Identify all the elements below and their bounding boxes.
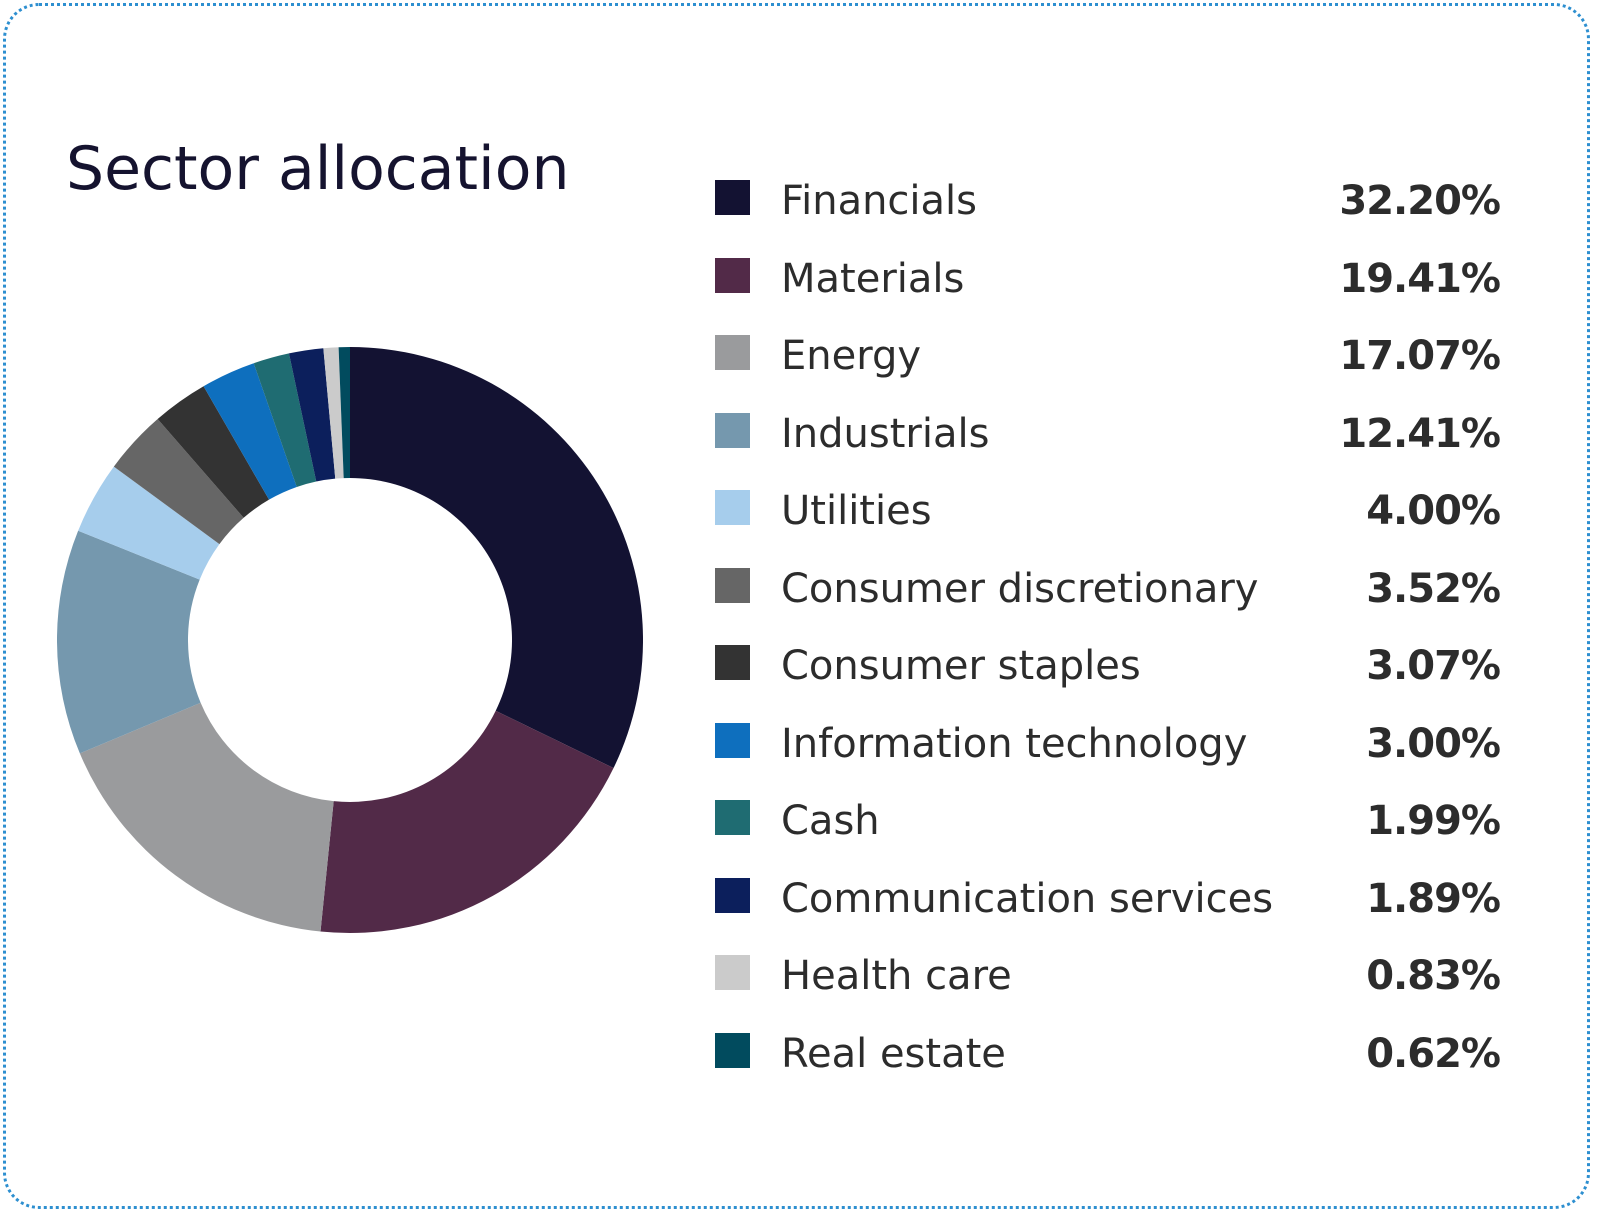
legend-value: 0.83%: [1366, 953, 1501, 999]
legend-value: 17.07%: [1339, 333, 1501, 379]
donut-slice: [78, 466, 220, 580]
donut-slice: [157, 386, 270, 518]
legend-swatch: [715, 567, 750, 603]
legend-value: 19.41%: [1339, 255, 1501, 302]
legend-swatch: [715, 800, 750, 835]
legend-item: Industrials 12.41%: [715, 396, 1515, 474]
donut-slice: [323, 347, 344, 479]
donut-chart: [57, 347, 643, 933]
legend-label: Materials: [781, 255, 965, 302]
legend-swatch: [715, 335, 750, 370]
legend-item: Consumer staples 3.07%: [715, 628, 1515, 706]
donut-slice: [320, 710, 614, 933]
legend-value: 1.89%: [1366, 875, 1501, 922]
legend-item: Cash 1.99%: [715, 783, 1515, 861]
legend-label: Real estate: [781, 1030, 1006, 1077]
legend-item: Information technology 3.00%: [715, 706, 1515, 784]
chart-legend: Financials 32.20% Materials 19.41% Energy 17.…: [715, 163, 1515, 1093]
donut-slice: [288, 348, 336, 482]
legend-value: 3.07%: [1366, 643, 1501, 689]
legend-label: Communication services: [781, 875, 1274, 922]
donut-slice: [113, 418, 244, 545]
donut-slice: [350, 347, 643, 769]
chart-title: Sector allocation: [66, 134, 570, 204]
donut-slice: [79, 702, 334, 932]
legend-swatch: [715, 490, 750, 525]
legend-item: Real estate 0.62%: [715, 1016, 1515, 1094]
legend-label: Financials: [781, 178, 977, 224]
legend-swatch: [715, 955, 750, 990]
legend-value: 0.62%: [1366, 1030, 1501, 1077]
legend-item: Utilities 4.00%: [715, 473, 1515, 551]
legend-swatch: [715, 1032, 750, 1068]
legend-label: Energy: [781, 333, 922, 379]
legend-label: Cash: [781, 798, 880, 844]
legend-value: 3.00%: [1366, 720, 1501, 767]
legend-value: 1.99%: [1366, 798, 1501, 844]
legend-label: Industrials: [781, 410, 990, 457]
legend-swatch: [715, 722, 750, 758]
legend-label: Consumer discretionary: [781, 565, 1259, 612]
legend-swatch: [715, 180, 750, 215]
legend-value: 4.00%: [1366, 488, 1501, 534]
legend-value: 3.52%: [1366, 565, 1501, 612]
legend-label: Consumer staples: [781, 643, 1141, 689]
legend-swatch: [715, 645, 750, 680]
donut-slice: [338, 347, 350, 479]
legend-item: Communication services 1.89%: [715, 861, 1515, 939]
legend-swatch: [715, 257, 750, 293]
legend-label: Health care: [781, 953, 1012, 999]
legend-swatch: [715, 877, 750, 913]
legend-item: Materials 19.41%: [715, 241, 1515, 319]
legend-item: Energy 17.07%: [715, 318, 1515, 396]
sector-allocation-card: Sector allocation: [3, 3, 1590, 1209]
donut-slice: [203, 363, 297, 500]
legend-value: 32.20%: [1339, 178, 1501, 224]
legend-label: Utilities: [781, 488, 932, 534]
legend-item: Financials 32.20%: [715, 163, 1515, 241]
donut-slice: [253, 353, 317, 487]
legend-label: Information technology: [781, 720, 1248, 767]
legend-value: 12.41%: [1339, 410, 1501, 457]
legend-swatch: [715, 412, 750, 448]
legend-item: Health care 0.83%: [715, 938, 1515, 1016]
donut-slice: [57, 530, 201, 754]
legend-item: Consumer discretionary 3.52%: [715, 551, 1515, 629]
